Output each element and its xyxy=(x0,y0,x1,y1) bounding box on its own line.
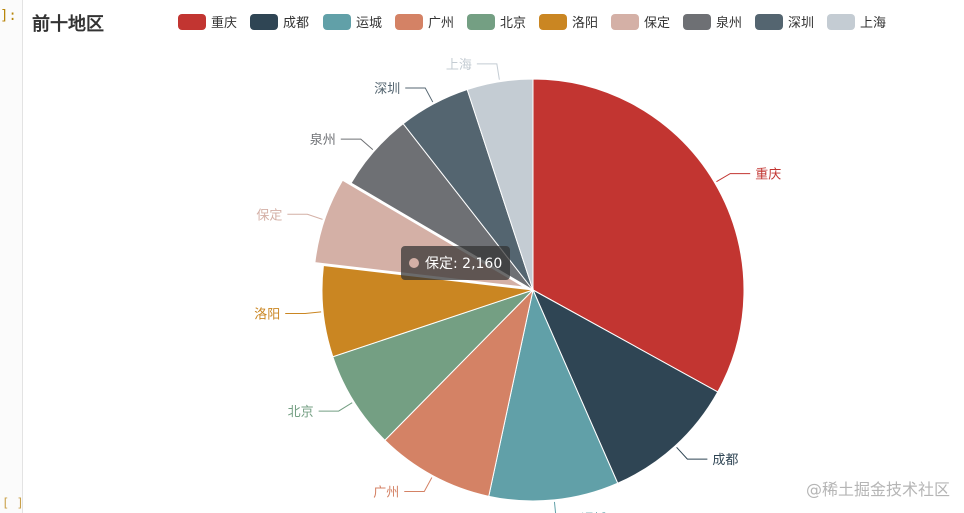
legend-swatch xyxy=(178,14,206,30)
legend-label: 成都 xyxy=(283,16,309,31)
legend-swatch xyxy=(539,14,567,30)
slice-label: 深圳 xyxy=(374,82,400,97)
pie-slice-5[interactable] xyxy=(332,289,534,441)
tooltip-color-dot xyxy=(409,258,419,268)
pie-slice-1[interactable] xyxy=(532,78,745,393)
legend-item-3[interactable]: 运城 xyxy=(323,14,382,31)
slice-label: 重庆 xyxy=(755,167,781,183)
legend-item-5[interactable]: 北京 xyxy=(467,14,526,31)
watermark: @稀土掘金技术社区 xyxy=(805,480,950,499)
pie-slice-6[interactable] xyxy=(321,264,534,358)
pie-slices xyxy=(314,78,745,502)
label-line xyxy=(676,446,708,460)
slice-label: 广州 xyxy=(373,486,399,501)
legend-label: 泉州 xyxy=(716,15,742,31)
legend-item-8[interactable]: 泉州 xyxy=(683,14,742,31)
legend-swatch xyxy=(250,14,278,30)
tooltip-text: 保定: 2,160 xyxy=(425,256,503,272)
cell-prompt: ]: xyxy=(0,8,17,24)
legend-label: 广州 xyxy=(428,16,454,31)
pie-slice-3[interactable] xyxy=(488,288,619,502)
legend-item-9[interactable]: 深圳 xyxy=(755,14,814,31)
label-line xyxy=(285,311,322,314)
label-line xyxy=(405,87,434,103)
legend-swatch xyxy=(611,14,639,30)
legend-swatch xyxy=(683,14,711,30)
legend-swatch xyxy=(755,14,783,30)
slice-label: 成都 xyxy=(712,453,738,468)
slice-label: 保定 xyxy=(256,208,282,223)
legend-label: 运城 xyxy=(356,16,382,31)
label-line xyxy=(318,402,353,412)
legend-item-4[interactable]: 广州 xyxy=(395,14,454,31)
slice-label: 洛阳 xyxy=(254,307,280,322)
label-line xyxy=(553,501,557,513)
legend-item-6[interactable]: 洛阳 xyxy=(539,14,598,31)
slice-label: 北京 xyxy=(288,405,314,420)
legend-label: 深圳 xyxy=(788,16,814,31)
tooltip: 保定: 2,160 xyxy=(401,246,510,280)
legend-item-1[interactable]: 重庆 xyxy=(178,14,237,31)
legend-item-10[interactable]: 上海 xyxy=(827,14,886,31)
pie-slice-10[interactable] xyxy=(466,78,534,291)
legend-label: 重庆 xyxy=(211,15,237,31)
legend-swatch xyxy=(467,14,495,30)
label-line xyxy=(476,63,500,80)
slice-label: 运城 xyxy=(581,512,607,513)
pie-slice-4[interactable] xyxy=(384,288,534,497)
legend-item-7[interactable]: 保定 xyxy=(611,14,670,31)
legend-label: 保定 xyxy=(644,16,670,31)
label-line xyxy=(287,213,323,220)
label-line xyxy=(716,173,751,183)
legend: 重庆 成都 运城 广州 北京 洛阳 保定 泉州 深圳 上海 xyxy=(178,14,886,31)
legend-label: 上海 xyxy=(860,16,886,31)
legend-item-2[interactable]: 成都 xyxy=(250,14,309,31)
legend-label: 洛阳 xyxy=(572,16,598,31)
label-line xyxy=(340,138,374,150)
chart-title: 前十地区 xyxy=(32,14,104,35)
legend-swatch xyxy=(323,14,351,30)
label-line xyxy=(404,477,433,493)
notebook-gutter xyxy=(0,0,23,513)
pie-slice-2[interactable] xyxy=(531,288,719,484)
next-cell-prompt: [ ] xyxy=(2,496,24,510)
legend-swatch xyxy=(827,14,855,30)
slice-label: 上海 xyxy=(446,58,472,73)
slice-label: 泉州 xyxy=(310,132,336,148)
legend-swatch xyxy=(395,14,423,30)
legend-label: 北京 xyxy=(500,16,526,31)
